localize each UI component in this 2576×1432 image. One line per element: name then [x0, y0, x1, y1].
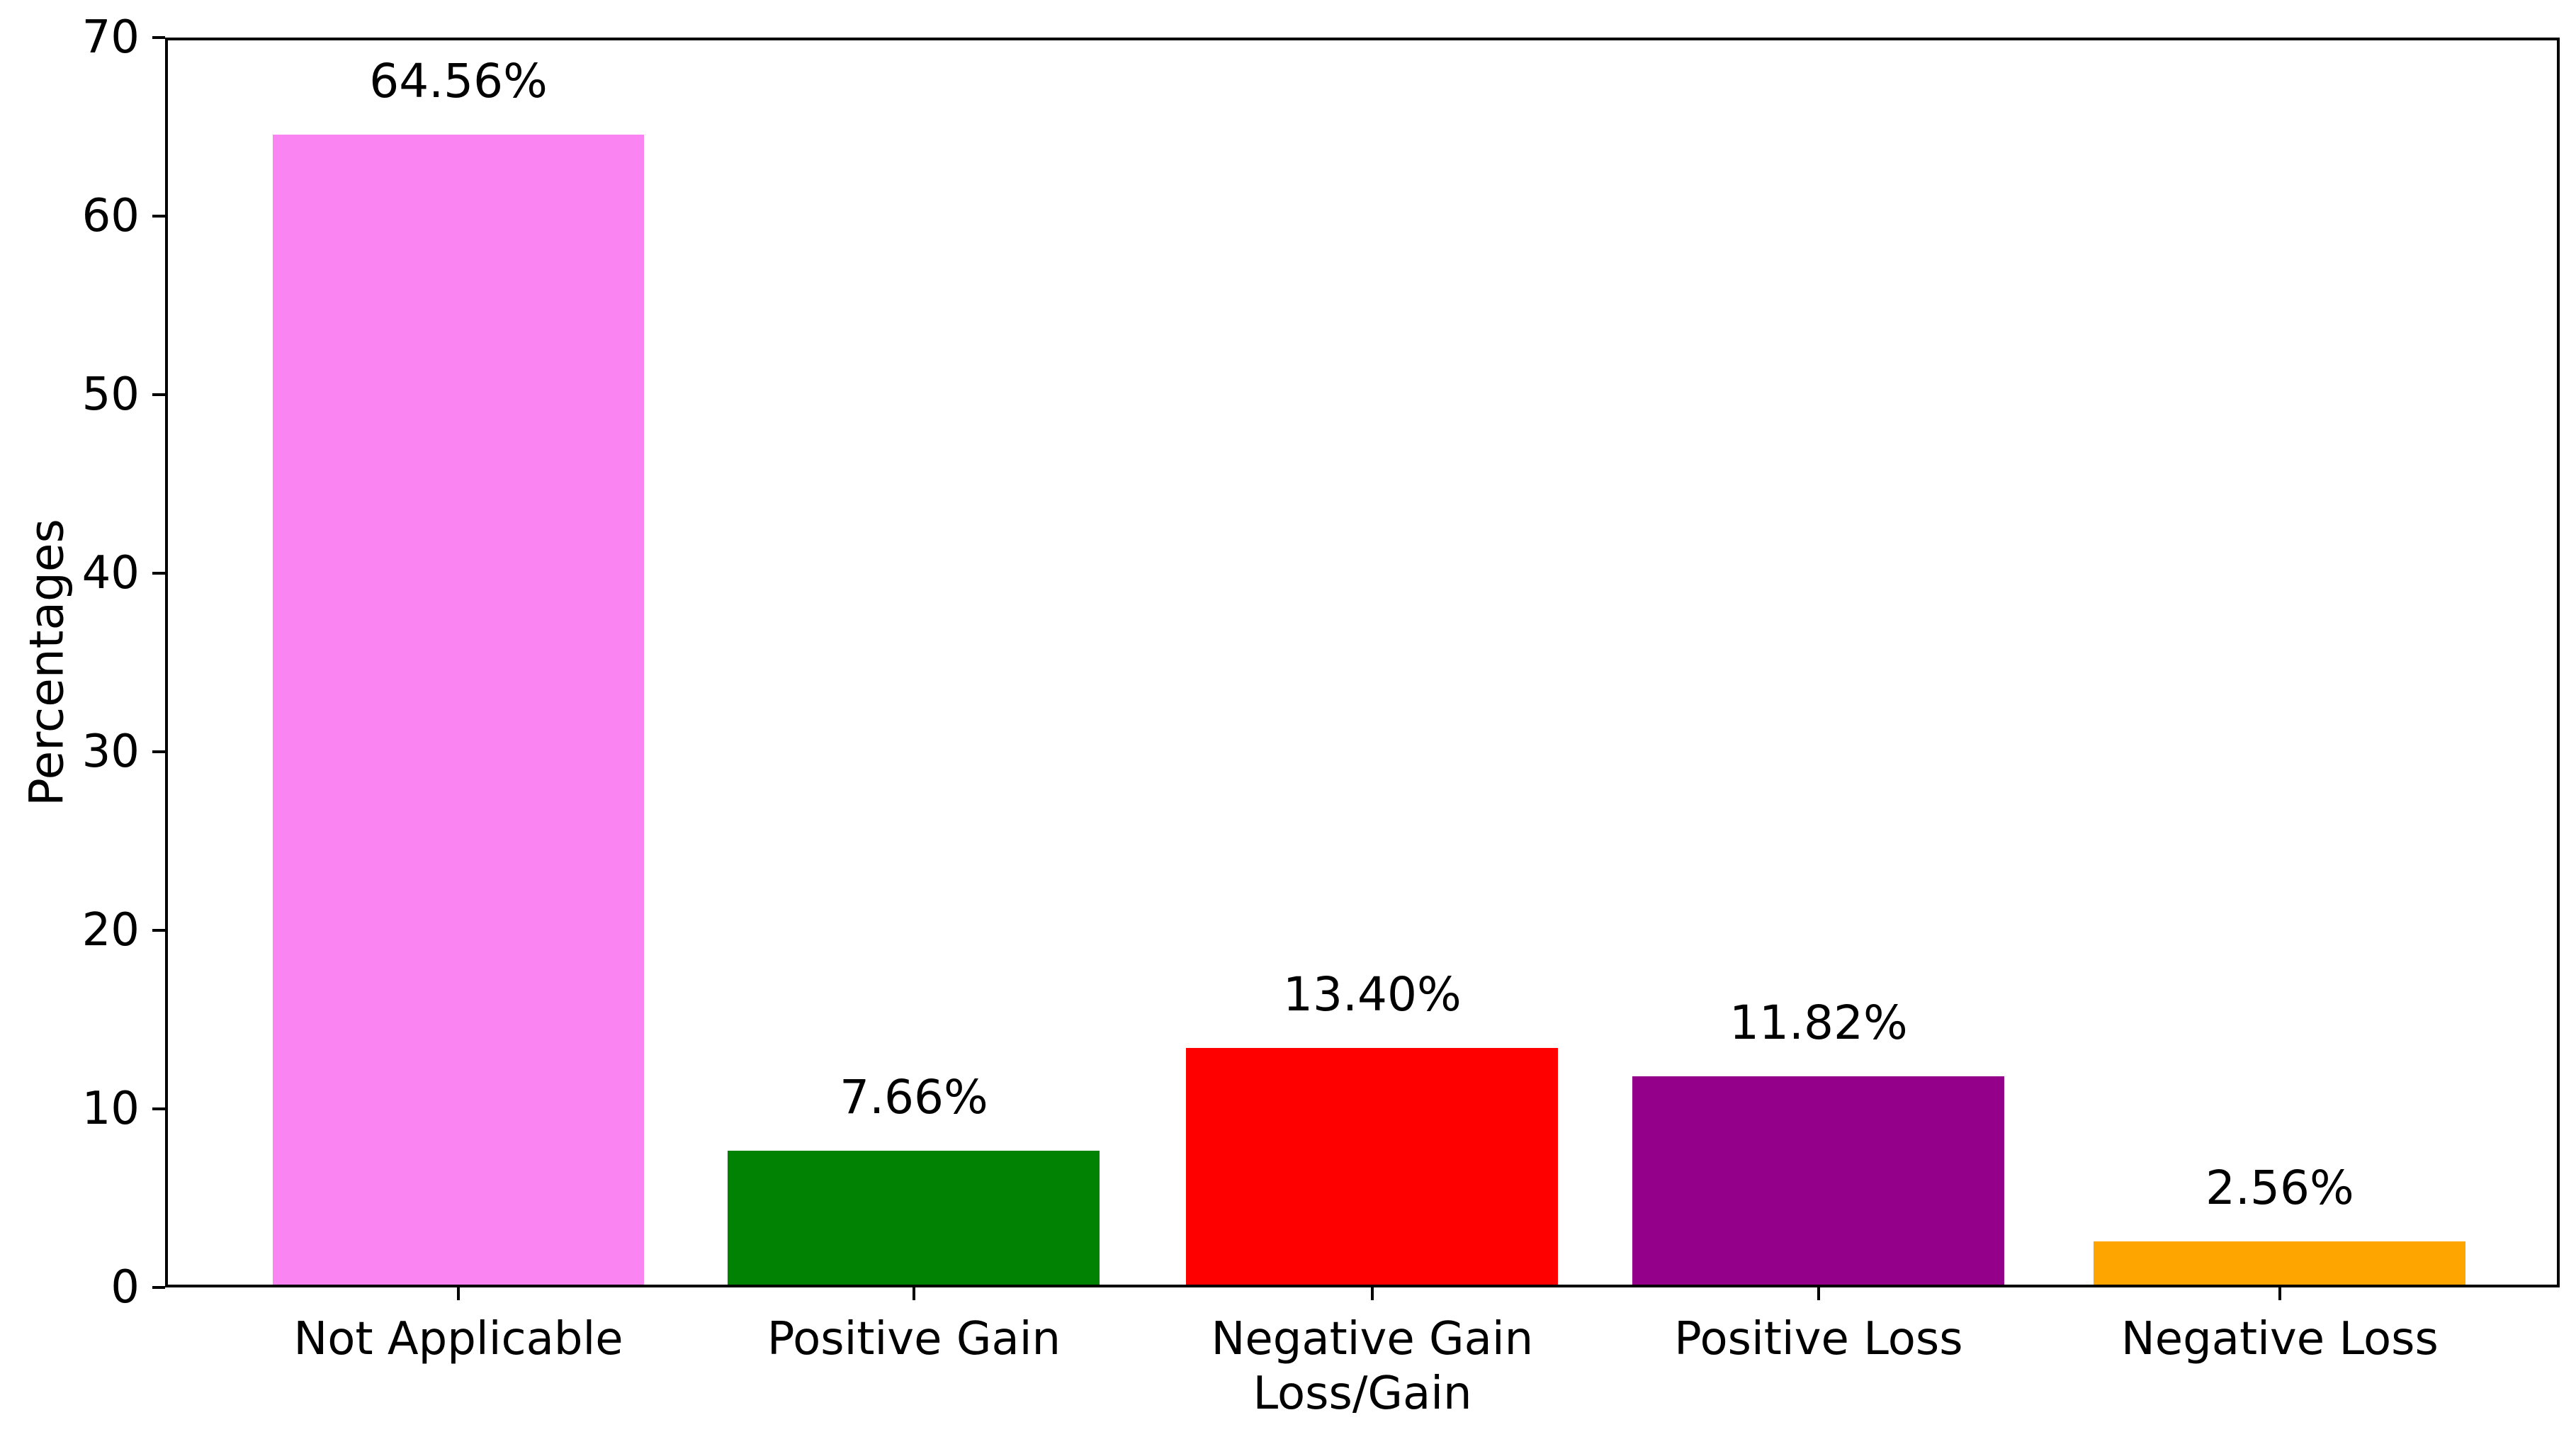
x-tick-mark — [457, 1287, 461, 1300]
y-tick-mark — [152, 929, 165, 932]
x-tick-label-positive-loss: Positive Loss — [1674, 1313, 1963, 1365]
y-tick-mark — [152, 215, 165, 218]
y-tick-mark — [152, 572, 165, 575]
bar-not-applicable — [272, 135, 645, 1287]
bar-value-label-positive-gain: 7.66% — [840, 1069, 988, 1124]
y-tick-label: 20 — [81, 904, 140, 957]
x-tick-label-negative-loss: Negative Loss — [2120, 1313, 2439, 1365]
bar-negative-loss — [2094, 1241, 2466, 1287]
y-tick-label: 50 — [81, 368, 140, 421]
x-axis-label: Loss/Gain — [1253, 1368, 1472, 1420]
y-tick-mark — [152, 393, 165, 396]
x-tick-mark — [1370, 1287, 1374, 1300]
y-tick-mark — [152, 1107, 165, 1110]
x-tick-mark — [2278, 1287, 2281, 1300]
bar-value-label-negative-gain: 13.40% — [1283, 967, 1462, 1022]
plot-area — [165, 38, 2560, 1287]
x-tick-label-positive-gain: Positive Gain — [767, 1313, 1061, 1365]
bar-positive-gain — [728, 1150, 1100, 1287]
y-tick-label: 60 — [81, 190, 140, 242]
x-tick-mark — [912, 1287, 915, 1300]
y-tick-label: 10 — [81, 1083, 140, 1135]
y-tick-mark — [152, 36, 165, 39]
y-tick-label: 0 — [111, 1261, 140, 1314]
bar-value-label-negative-loss: 2.56% — [2205, 1161, 2354, 1216]
y-tick-label: 40 — [81, 547, 140, 599]
y-tick-label: 30 — [81, 726, 140, 778]
bar-value-label-positive-loss: 11.82% — [1729, 996, 1908, 1051]
bar-positive-loss — [1632, 1076, 2005, 1287]
x-tick-label-not-applicable: Not Applicable — [293, 1313, 623, 1365]
y-tick-mark — [152, 1286, 165, 1289]
bar-negative-gain — [1186, 1048, 1559, 1287]
bar-value-label-not-applicable: 64.56% — [369, 54, 548, 109]
x-tick-label-negative-gain: Negative Gain — [1211, 1313, 1534, 1365]
y-tick-mark — [152, 750, 165, 753]
y-tick-label: 70 — [81, 11, 140, 64]
x-tick-mark — [1817, 1287, 1820, 1300]
